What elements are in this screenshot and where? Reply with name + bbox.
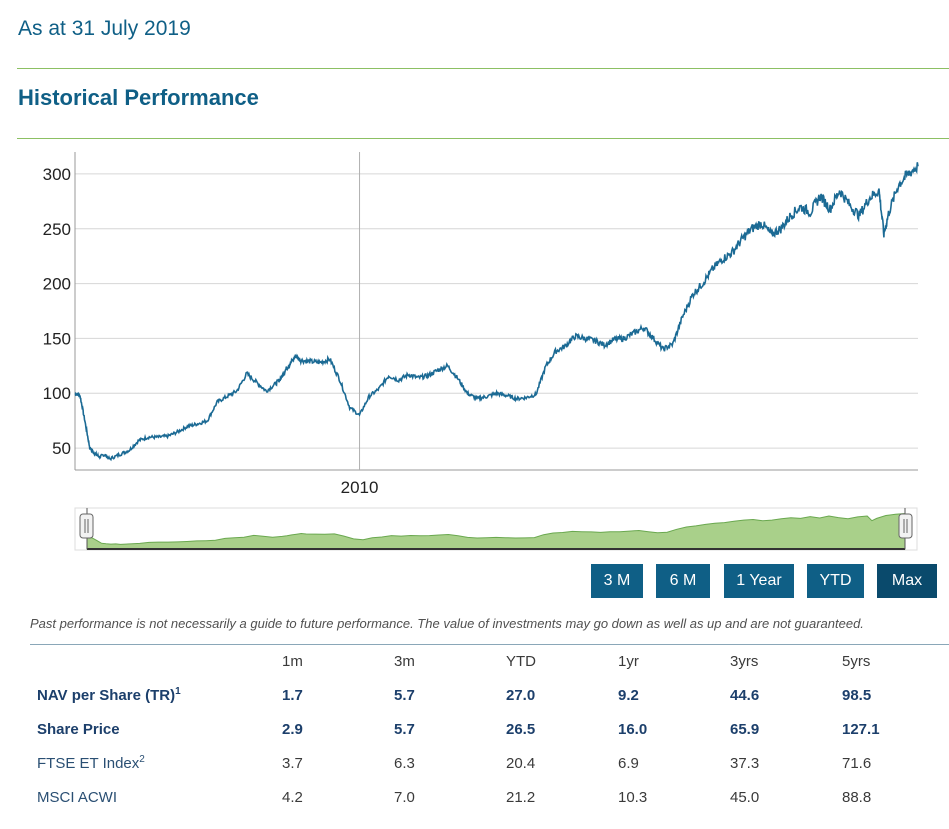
navigator-area [86,512,906,550]
table-cell: 7.0 [394,788,415,806]
table-cell: 6.3 [394,754,415,772]
table-cell: 44.6 [730,686,760,704]
table-header-1yr: 1yr [618,652,639,670]
table-cell: 5.7 [394,686,415,704]
table-header-3yrs: 3yrs [730,652,759,670]
table-cell: 21.2 [506,788,536,806]
y-axis-ticks: 50 100 150 200 250 300 [43,165,71,458]
table-header-1m: 1m [282,652,303,670]
chart-grid [74,152,918,471]
y-tick-label: 150 [43,329,71,348]
table-cell: 26.5 [506,720,536,738]
row-label: FTSE ET Index2 [37,754,145,772]
table-cell: 4.2 [282,788,303,806]
y-tick-label: 300 [43,165,71,184]
x-axis-ticks: 2010 [341,152,379,497]
performance-chart: 50 100 150 200 250 300 2010 [43,152,919,551]
y-tick-label: 200 [43,275,71,294]
table-cell: 6.9 [618,754,639,772]
table-cell: 37.3 [730,754,760,772]
range-1y-button[interactable]: 1 Year [724,564,794,598]
table-header-ytd: YTD [506,652,536,670]
row-label: Share Price [37,721,120,738]
table-cell: 27.0 [506,686,536,704]
table-header-label [30,644,282,678]
table-cell: 1.7 [282,686,303,704]
range-navigator[interactable] [74,507,918,551]
table-cell: 9.2 [618,686,639,704]
table-header-3m: 3m [394,652,415,670]
navigator-handle-left[interactable] [79,513,94,539]
section-title: Historical Performance [18,85,259,110]
range-max-button[interactable]: Max [877,564,937,598]
table-row: NAV per Share (TR)1 1.7 5.7 27.0 9.2 44.… [30,678,949,712]
y-tick-label: 100 [43,384,71,403]
table-cell: 3.7 [282,754,303,772]
range-6m-button[interactable]: 6 M [656,564,710,598]
table-header-row: 1m 3m YTD 1yr 3yrs 5yrs [30,644,949,678]
y-tick-label: 250 [43,220,71,239]
y-tick-label: 50 [52,439,71,458]
x-tick-label: 2010 [341,478,379,497]
table-row: MSCI ACWI 4.2 7.0 21.2 10.3 45.0 88.8 [30,780,949,814]
table-cell: 45.0 [730,788,760,806]
table-cell: 5.7 [394,720,415,738]
row-label: MSCI ACWI [37,789,118,806]
table-row: Share Price 2.9 5.7 26.5 16.0 65.9 127.1 [30,712,949,746]
range-3m-button[interactable]: 3 M [591,564,643,598]
divider-top [17,68,949,69]
table-cell: 88.8 [842,788,872,806]
table-row: FTSE ET Index2 3.7 6.3 20.4 6.9 37.3 71.… [30,746,949,780]
as-at-date: As at 31 July 2019 [18,17,191,40]
nav-line [74,162,919,462]
performance-table: 1m 3m YTD 1yr 3yrs 5yrs NAV per Share (T… [30,644,949,814]
table-cell: 20.4 [506,754,536,772]
navigator-handle-right[interactable] [898,513,913,539]
table-cell: 16.0 [618,720,648,738]
table-cell: 65.9 [730,720,760,738]
disclaimer-text: Past performance is not necessarily a gu… [30,616,864,631]
table-cell: 2.9 [282,720,303,738]
table-cell: 127.1 [842,720,880,738]
divider-title [17,138,949,139]
table-cell: 71.6 [842,754,872,772]
row-label: NAV per Share (TR)1 [37,686,181,704]
table-header-5yrs: 5yrs [842,652,871,670]
divider-table [30,644,949,645]
range-ytd-button[interactable]: YTD [807,564,864,598]
table-cell: 98.5 [842,686,872,704]
range-selector: 3 M 6 M 1 Year YTD Max [0,564,949,598]
table-cell: 10.3 [618,788,648,806]
